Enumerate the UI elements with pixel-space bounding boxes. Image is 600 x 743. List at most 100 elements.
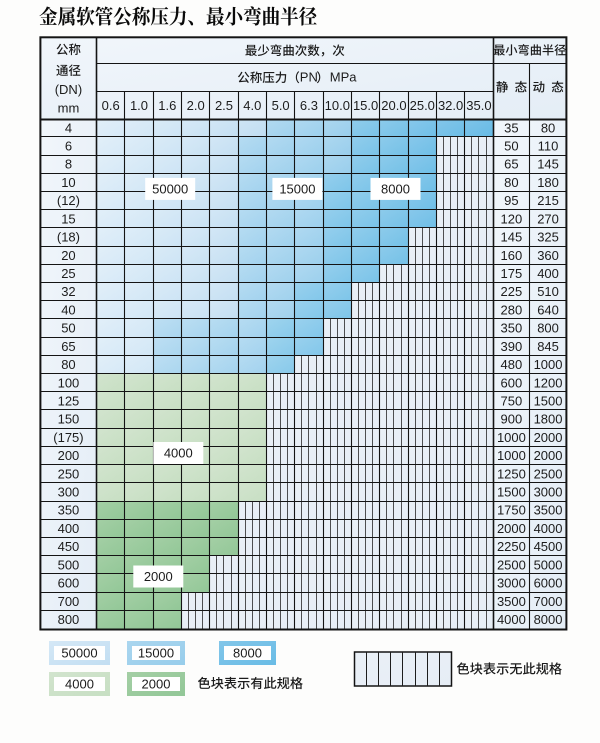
svg-text:4000: 4000 [497, 612, 526, 627]
svg-text:5.0: 5.0 [272, 98, 290, 113]
svg-text:0.6: 0.6 [102, 98, 120, 113]
svg-text:8000: 8000 [233, 646, 262, 661]
svg-text:600: 600 [501, 375, 523, 390]
svg-text:6.3: 6.3 [300, 98, 318, 113]
svg-text:15000: 15000 [279, 182, 315, 197]
svg-text:15.0: 15.0 [353, 98, 378, 113]
svg-text:2000: 2000 [497, 521, 526, 536]
svg-text:20.0: 20.0 [381, 98, 406, 113]
svg-text:15000: 15000 [138, 646, 174, 661]
svg-text:110: 110 [538, 139, 559, 154]
svg-text:800: 800 [537, 321, 559, 336]
svg-text:6: 6 [65, 139, 72, 154]
svg-text:35: 35 [504, 120, 518, 135]
svg-text:32: 32 [61, 284, 75, 299]
svg-text:360: 360 [537, 248, 559, 263]
svg-text:PN: PN [300, 70, 318, 85]
svg-text:500: 500 [58, 557, 80, 572]
svg-text:80: 80 [504, 175, 518, 190]
svg-text:2000: 2000 [534, 430, 563, 445]
svg-text:215: 215 [537, 193, 559, 208]
svg-text:(DN): (DN) [55, 82, 82, 97]
svg-text:MPa: MPa [330, 70, 358, 85]
svg-text:180: 180 [537, 175, 559, 190]
svg-text:2500: 2500 [497, 557, 526, 572]
svg-text:1500: 1500 [497, 485, 526, 500]
svg-text:35.0: 35.0 [466, 98, 491, 113]
svg-text:(175): (175) [53, 430, 83, 445]
svg-text:1.0: 1.0 [130, 98, 148, 113]
svg-text:4: 4 [65, 120, 72, 135]
svg-text:300: 300 [58, 485, 80, 500]
svg-text:1000: 1000 [534, 357, 563, 372]
svg-text:2250: 2250 [497, 539, 526, 554]
svg-text:350: 350 [501, 321, 523, 336]
svg-text:1000: 1000 [497, 430, 526, 445]
svg-text:7000: 7000 [534, 594, 563, 609]
svg-text:480: 480 [501, 357, 523, 372]
svg-text:50: 50 [61, 321, 75, 336]
svg-text:80: 80 [541, 120, 555, 135]
svg-text:700: 700 [58, 594, 80, 609]
svg-text:8000: 8000 [381, 182, 410, 197]
svg-text:270: 270 [537, 211, 559, 226]
svg-text:2000: 2000 [144, 569, 173, 584]
svg-text:4000: 4000 [65, 677, 94, 692]
svg-text:250: 250 [58, 466, 80, 481]
svg-text:4500: 4500 [534, 539, 563, 554]
svg-text:(12): (12) [57, 193, 80, 208]
svg-text:1800: 1800 [534, 412, 563, 427]
svg-text:2.0: 2.0 [187, 98, 205, 113]
svg-text:3500: 3500 [497, 594, 526, 609]
svg-text:95: 95 [504, 193, 518, 208]
svg-text:120: 120 [501, 211, 523, 226]
svg-text:6000: 6000 [534, 576, 563, 591]
svg-text:600: 600 [58, 576, 80, 591]
svg-text:5000: 5000 [534, 557, 563, 572]
svg-text:2.5: 2.5 [215, 98, 233, 113]
svg-text:225: 225 [501, 284, 523, 299]
svg-text:4000: 4000 [534, 521, 563, 536]
svg-text:10.0: 10.0 [325, 98, 350, 113]
svg-text:20: 20 [61, 248, 75, 263]
svg-text:640: 640 [537, 302, 559, 317]
svg-text:65: 65 [504, 157, 518, 172]
svg-text:mm: mm [58, 101, 80, 116]
svg-text:3000: 3000 [534, 485, 563, 500]
svg-text:150: 150 [58, 412, 80, 427]
svg-text:3000: 3000 [497, 576, 526, 591]
svg-text:1500: 1500 [534, 393, 563, 408]
svg-text:145: 145 [501, 230, 523, 245]
svg-text:4000: 4000 [164, 446, 193, 461]
svg-text:450: 450 [58, 539, 80, 554]
svg-text:145: 145 [537, 157, 559, 172]
svg-text:65: 65 [61, 339, 75, 354]
svg-text:4.0: 4.0 [243, 98, 261, 113]
svg-text:510: 510 [537, 284, 559, 299]
svg-text:1200: 1200 [534, 375, 563, 390]
svg-text:10: 10 [61, 175, 75, 190]
svg-text:160: 160 [501, 248, 523, 263]
svg-text:1.6: 1.6 [158, 98, 176, 113]
svg-text:350: 350 [58, 503, 80, 518]
svg-text:50: 50 [504, 139, 518, 154]
svg-text:25.0: 25.0 [410, 98, 435, 113]
svg-text:1000: 1000 [497, 448, 526, 463]
svg-text:80: 80 [61, 357, 75, 372]
svg-text:280: 280 [501, 302, 523, 317]
svg-text:390: 390 [501, 339, 523, 354]
svg-text:15: 15 [61, 211, 75, 226]
svg-text:25: 25 [61, 266, 75, 281]
svg-text:400: 400 [58, 521, 80, 536]
svg-text:800: 800 [58, 612, 80, 627]
svg-text:750: 750 [501, 393, 523, 408]
svg-text:400: 400 [537, 266, 559, 281]
svg-text:32.0: 32.0 [438, 98, 463, 113]
svg-text:2000: 2000 [142, 677, 171, 692]
svg-text:2500: 2500 [534, 466, 563, 481]
svg-text:50000: 50000 [152, 182, 188, 197]
svg-text:200: 200 [58, 448, 80, 463]
svg-text:3500: 3500 [534, 503, 563, 518]
svg-text:1250: 1250 [497, 466, 526, 481]
svg-text:(18): (18) [57, 230, 80, 245]
